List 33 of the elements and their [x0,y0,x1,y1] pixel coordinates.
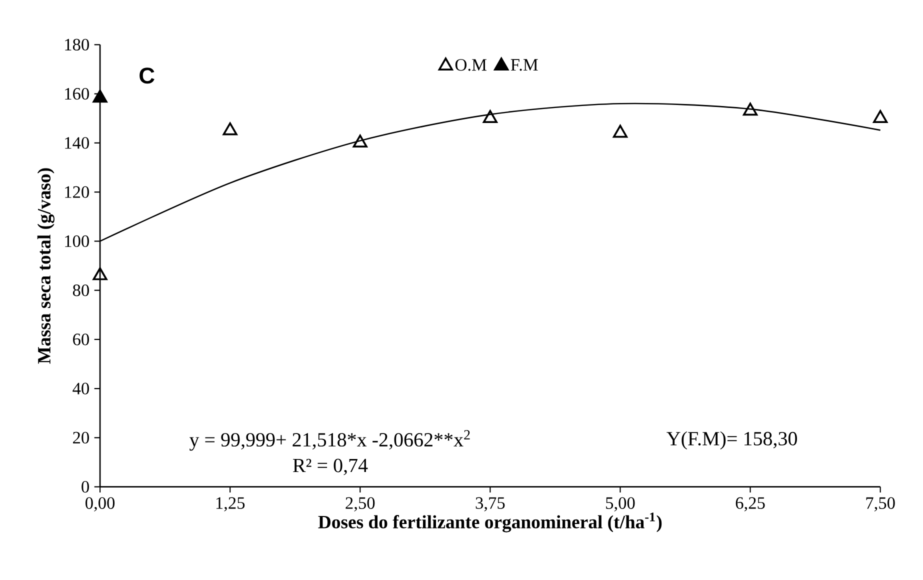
x-tick-label: 1,25 [216,497,245,512]
y-tick-label: 120 [65,186,89,198]
y-tick-label: 60 [73,334,89,346]
point [222,122,238,136]
y-tick-label: 160 [65,88,89,100]
y-tick-label: 80 [72,284,89,296]
y-tick-label: 140 [65,136,89,149]
annotation: R² = 0,74 [292,458,368,476]
point [352,134,368,148]
point [742,102,758,116]
y-tick-label: 20 [73,432,89,444]
y-tick-label: 0 [82,480,89,493]
legend-label: O.M [455,59,486,71]
x-tick-label: 5,00 [606,497,635,512]
annotation: Y(F.M)= 158,30 [666,431,797,450]
point [873,110,888,123]
x-axis-title: Doses do fertilizante organomineral (t/ha$^{-1}$) [318,512,662,532]
point [92,90,108,102]
point [482,110,498,123]
legend-label: F.M [510,59,538,71]
y-tick-label: 180 [65,38,89,50]
x-tick-label: 2,50 [346,497,375,512]
x-tick-label: 3,75 [476,497,505,512]
x-tick-label: 7,50 [866,497,895,512]
point [612,124,628,138]
y-tick-label: 100 [65,235,89,247]
annotation: y = 99,999+ 21,518*x -2,0662**x$^{2}$ [189,430,470,451]
y-tick-label: 40 [72,382,89,394]
annotation: C [140,68,154,84]
x-tick-label: 6,25 [736,497,765,512]
x-tick-label: 0,00 [86,497,115,512]
point [92,267,108,280]
y-axis-title: Massa seca total (g/vaso) [37,168,54,364]
